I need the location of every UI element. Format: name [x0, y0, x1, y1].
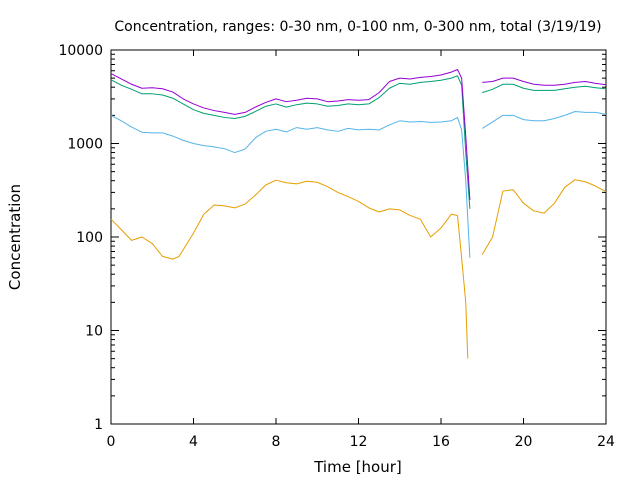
x-tick-label: 4 [189, 434, 198, 450]
x-tick-label: 24 [597, 434, 615, 450]
y-tick-label: 10000 [58, 43, 103, 59]
x-tick-label: 0 [107, 434, 116, 450]
chart-title: Concentration, ranges: 0-30 nm, 0-100 nm… [114, 19, 601, 35]
series-line-1 [110, 110, 607, 258]
plot-area [110, 49, 607, 425]
x-axis-label: Time [hour] [313, 458, 402, 476]
x-tick-label: 12 [350, 434, 368, 450]
axis-ticks: 0 4 8 12 16 20 24 1 10 100 1000 10000 [58, 43, 615, 450]
y-tick-label: 100 [76, 230, 103, 246]
series-layer [110, 68, 607, 359]
x-tick-label: 16 [432, 434, 450, 450]
series-line-0 [110, 179, 607, 359]
y-tick-label: 10 [85, 324, 103, 340]
x-tick-label: 8 [272, 434, 281, 450]
series-line-2 [110, 75, 607, 209]
y-tick-label: 1 [94, 417, 103, 433]
x-tick-label: 20 [515, 434, 533, 450]
y-tick-label: 1000 [67, 137, 103, 153]
series-line-3 [110, 68, 607, 200]
y-axis-label: Concentration [6, 184, 24, 290]
